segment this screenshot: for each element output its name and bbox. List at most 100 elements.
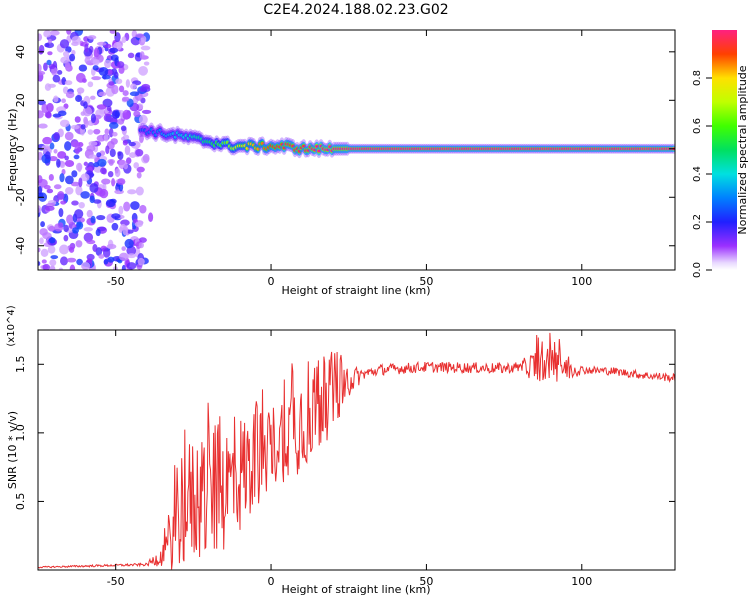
snr-x-axis-label: Height of straight line (km) (281, 583, 430, 596)
spectrogram-noise-blob (126, 157, 132, 165)
spectrogram-noise-blob (109, 121, 119, 129)
spectrogram-noise-blob (42, 136, 53, 145)
spectrogram-noise-blob (74, 116, 81, 123)
spectrogram-noise-blob (57, 191, 65, 201)
spectrogram-noise-blob (142, 153, 150, 163)
spectrogram-noise-blob (48, 225, 56, 232)
spectrogram-noise-blob (99, 188, 109, 199)
spectrogram-noise-blob (103, 113, 112, 122)
spectrogram-noise-blob (116, 61, 125, 69)
spectrogram-noise-blob (59, 39, 70, 49)
spectrogram-noise-blob (44, 205, 55, 211)
spectrogram-noise-blob (107, 69, 113, 75)
spectrogram-noise-blob (40, 248, 49, 257)
spectrogram-noise-blob (96, 41, 107, 46)
spectrogram-noise-blob (41, 103, 48, 114)
spectrogram-ridge-core (302, 144, 306, 148)
spectrogram-noise-blob (83, 161, 89, 167)
colorbar-gradient (712, 30, 737, 270)
spectrogram-noise-blob (74, 145, 81, 155)
y-tick-label: 1.5 (14, 356, 27, 374)
spectrogram-noise-blob (70, 124, 80, 130)
spectrogram-noise-blob (48, 237, 56, 244)
x-tick-label: -50 (107, 275, 125, 288)
colorbar: 0.0 0.2 0.4 0.6 0.8 Normalized spectral ampl… (692, 30, 749, 278)
spectrogram-noise-blob (64, 131, 74, 141)
spectrogram-noise-blob (47, 51, 53, 56)
spectrogram-noise-blob (104, 128, 110, 135)
spectrogram-noise-blob (109, 47, 119, 54)
spectrogram-heatmap (38, 30, 675, 270)
spectrogram-noise-blob (75, 240, 83, 248)
snr-frame (37, 329, 676, 571)
spectrogram-noise-blob (71, 141, 80, 148)
spectrogram-noise-blob (71, 170, 78, 178)
spectrogram-noise-blob (90, 113, 96, 124)
spectrogram-noise-blob (117, 151, 124, 160)
spectrogram-noise-blob (127, 253, 136, 259)
spectrogram-noise-blob (38, 247, 41, 253)
spectrogram-noise-blob (38, 63, 42, 73)
spectrogram-noise-blob (111, 178, 116, 187)
spectrogram-noise-blob (59, 119, 70, 128)
spectrogram-noise-blob (95, 228, 101, 237)
spectrogram-noise-blob (96, 134, 107, 142)
spectrogram-noise-blob (75, 162, 83, 172)
snr-plot-area (38, 330, 675, 570)
spectrogram-noise-blob (113, 71, 119, 79)
spectrogram-noise-blob (138, 242, 144, 249)
spectrogram-noise-blob (98, 91, 107, 97)
spectrogram-noise-blob (117, 178, 126, 186)
spectrogram-noise-blob (136, 172, 142, 179)
spectrogram-noise-blob (101, 75, 111, 80)
spectrogram-noise-blob (89, 195, 95, 204)
spectrogram-noise-blob (124, 145, 131, 156)
spectrogram-noise-blob (139, 51, 145, 60)
spectrogram-noise-blob (84, 43, 89, 53)
spectrogram-noise-blob (53, 148, 58, 154)
spectrogram-noise-blob (44, 151, 51, 160)
spectrogram-noise-blob (128, 141, 136, 147)
spectrogram-noise-blob (127, 52, 135, 59)
snr-y-multiplier: (x10^4) (6, 305, 17, 346)
spectrogram-noise-blob (64, 80, 73, 86)
spectrogram-noise-blob (96, 214, 106, 221)
colorbar-label: Normalized spectral amplitude (736, 65, 749, 234)
spectrogram-noise-blob (89, 183, 99, 193)
colorbar-tick-label: 0.4 (692, 166, 703, 182)
y-tick-label: -40 (14, 237, 27, 255)
spectrogram-noise-blob (83, 101, 88, 109)
spectrogram-panel: -50 0 50 100 -40 -20 0 20 40 Height of straight … (6, 29, 676, 297)
spectrogram-noise-blob (52, 74, 61, 83)
spectrogram-noise-blob (84, 57, 91, 64)
spectrogram-noise-blob (92, 65, 99, 71)
snr-y-axis-label: SNR (10 * v/v) (6, 411, 19, 489)
spectrogram-noise-blob (118, 205, 124, 215)
spectrogram-noise-blob (92, 59, 100, 66)
spectrogram-noise-blob (118, 252, 129, 261)
spectrogram-noise-blob (48, 63, 56, 70)
spectrogram-noise-blob (38, 33, 43, 42)
spectrogram-noise-blob (43, 62, 48, 72)
spectrogram-noise-blob (39, 237, 44, 245)
spectrogram-noise-blob (80, 124, 86, 130)
spectrogram-noise-blob (90, 95, 96, 100)
spectrogram-noise-blob (65, 186, 74, 195)
spectrogram-noise-blob (112, 131, 118, 137)
spectrogram-noise-blob (38, 110, 44, 119)
spectrogram-noise-blob (118, 85, 125, 93)
spectrogram-noise-blob (71, 200, 79, 206)
spectrogram-noise-blob (122, 109, 131, 120)
spectrogram-noise-blob (70, 181, 80, 187)
spectrogram-noise-blob (38, 123, 48, 129)
spectrogram-axes: -50 0 50 100 -40 -20 0 20 40 (14, 30, 675, 288)
spectrogram-noise-blob (53, 184, 62, 190)
spectrogram-noise-blob (38, 261, 41, 266)
figure-title: C2E4.2024.188.02.23.G02 (263, 2, 448, 18)
spectrogram-noise-blob (129, 91, 140, 97)
spectrogram-x-axis-label: Height of straight line (km) (281, 284, 430, 297)
spectrogram-noise-blob (82, 106, 93, 117)
spectrogram-noise-blob (90, 215, 96, 224)
spectrogram-noise-blob (69, 53, 76, 62)
spectrogram-noise-blob (91, 76, 102, 81)
